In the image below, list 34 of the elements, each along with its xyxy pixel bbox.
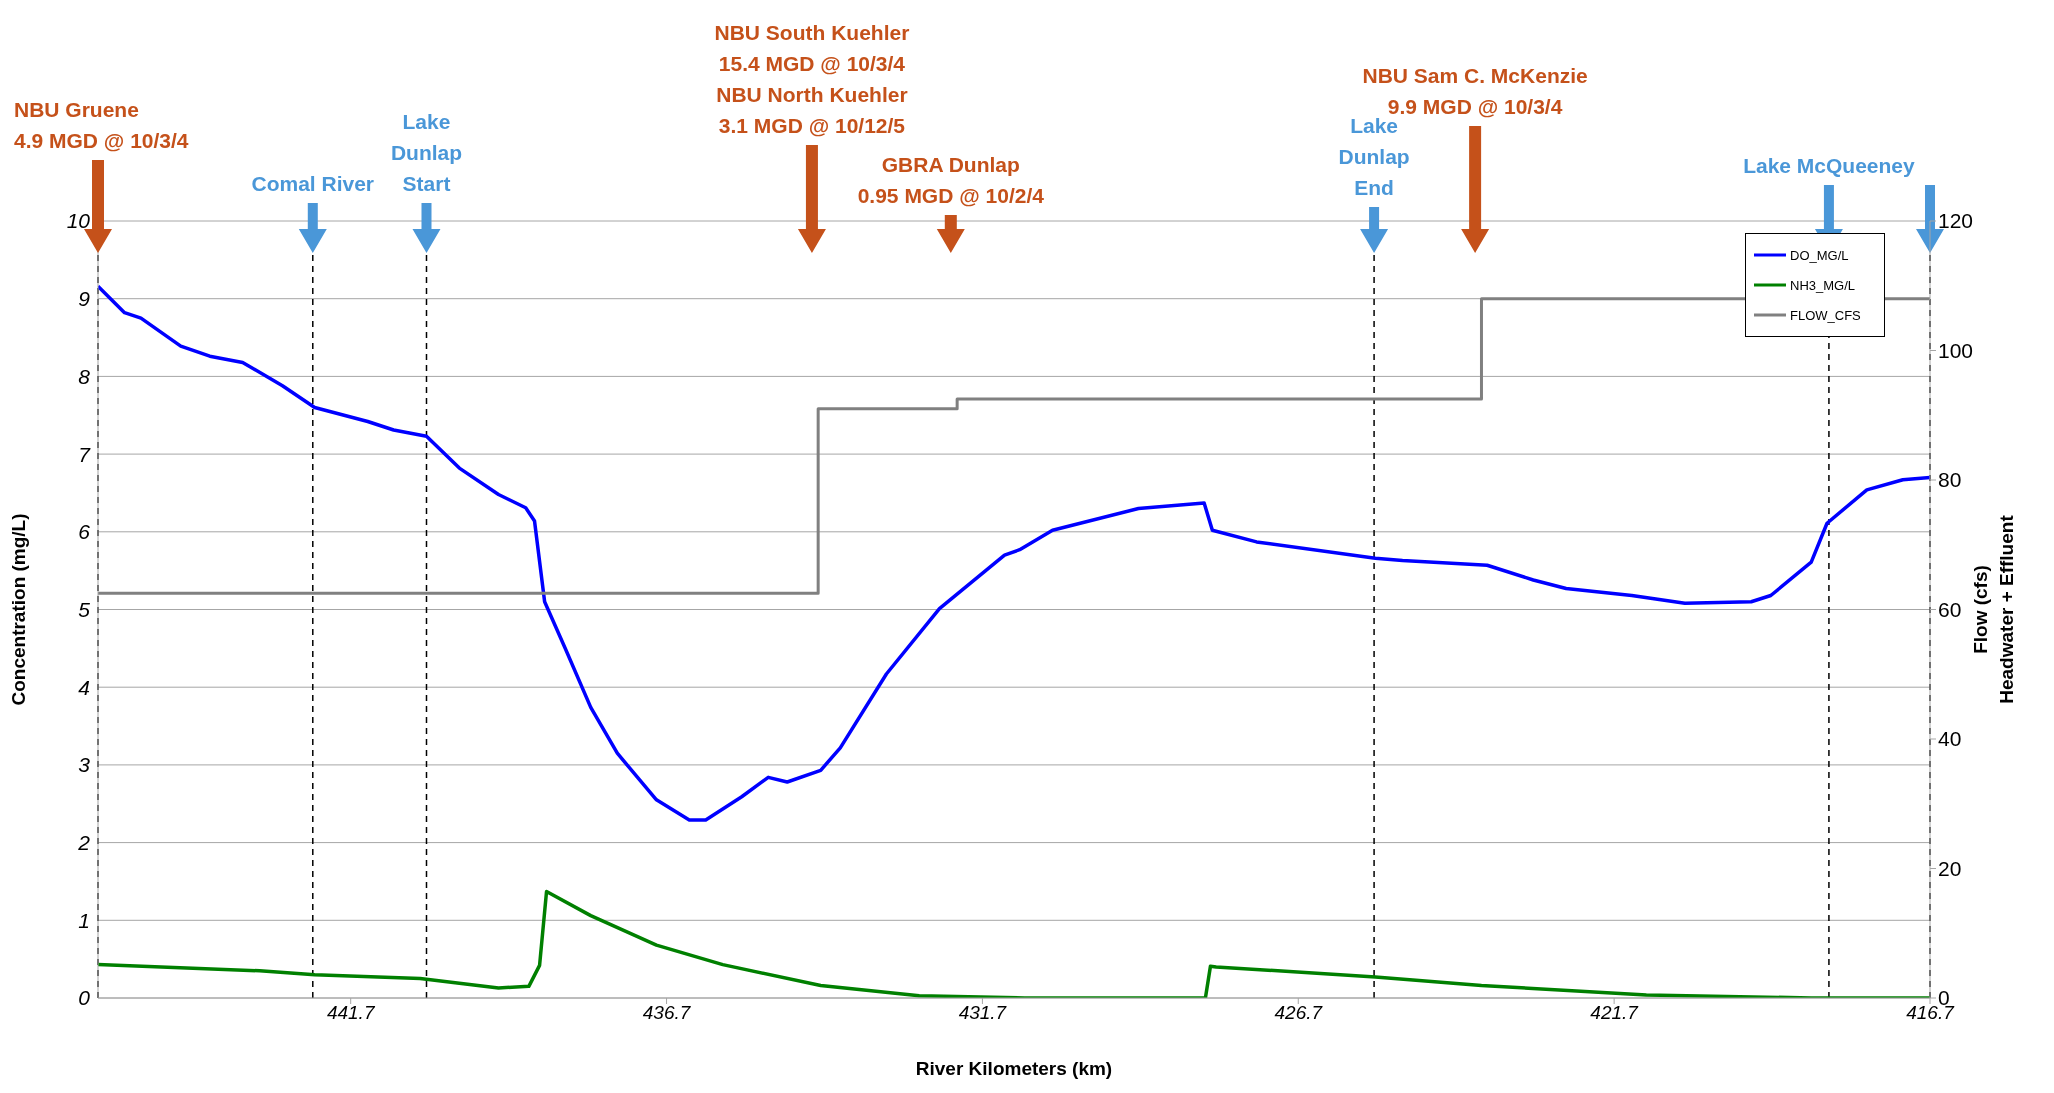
text: NBU South Kuehler 15.4 MGD @ 10/3/4 NBU North Kuehler 3.1 MGD @ 10/12/5 xyxy=(714,21,910,137)
text: GBRA Dunlap 0.95 MGD @ 10/2/4 xyxy=(857,153,1045,207)
y-tick-label: 9 xyxy=(78,287,91,311)
y-tick-label: 5 xyxy=(78,597,91,621)
ref-line-label: Comal River xyxy=(251,172,375,195)
y-tick-label: 3 xyxy=(78,753,91,777)
x-tick-label: 421.7 xyxy=(1590,1002,1640,1024)
y2-tick-label: 20 xyxy=(1938,856,1962,880)
y-tick-label: 1 xyxy=(78,908,90,932)
text: NBU Gruene 4.9 MGD @ 10/3/4 xyxy=(14,98,189,152)
y-tick-label: 6 xyxy=(78,520,91,544)
legend-label: DO_MG/L xyxy=(1790,247,1849,263)
y2-tick-label: 120 xyxy=(1938,209,1974,233)
y2-tick-label: 60 xyxy=(1938,597,1962,621)
x-tick-label: 436.7 xyxy=(642,1002,692,1024)
y2-axis-title: Flow (cfs) Headwater + Effluent xyxy=(1970,514,2017,704)
x-tick-label: 441.7 xyxy=(326,1002,376,1024)
y-tick-label: 7 xyxy=(78,442,92,466)
y-tick-label: 8 xyxy=(78,364,91,388)
ref-line-label: Lake Dunlap Start xyxy=(390,110,463,195)
y-tick-label: 2 xyxy=(77,831,91,855)
legend-label: FLOW_CFS xyxy=(1790,307,1861,323)
ref-line-label: Lake McQueeney xyxy=(1743,154,1916,177)
y-axis-title: Concentration (mg/L) xyxy=(7,513,29,706)
legend-label: NH3_MG/L xyxy=(1790,277,1856,293)
y-tick-label: 10 xyxy=(66,209,91,233)
y2-tick-label: 80 xyxy=(1938,468,1962,492)
y-tick-label: 4 xyxy=(78,675,90,699)
x-axis-title: River Kilometers (km) xyxy=(915,1058,1113,1079)
x-tick-label: 431.7 xyxy=(958,1002,1008,1024)
x-tick-label: 426.7 xyxy=(1274,1002,1324,1024)
y2-tick-label: 40 xyxy=(1938,727,1962,751)
y-tick-label: 0 xyxy=(78,986,91,1010)
y2-tick-label: 100 xyxy=(1938,338,1974,362)
